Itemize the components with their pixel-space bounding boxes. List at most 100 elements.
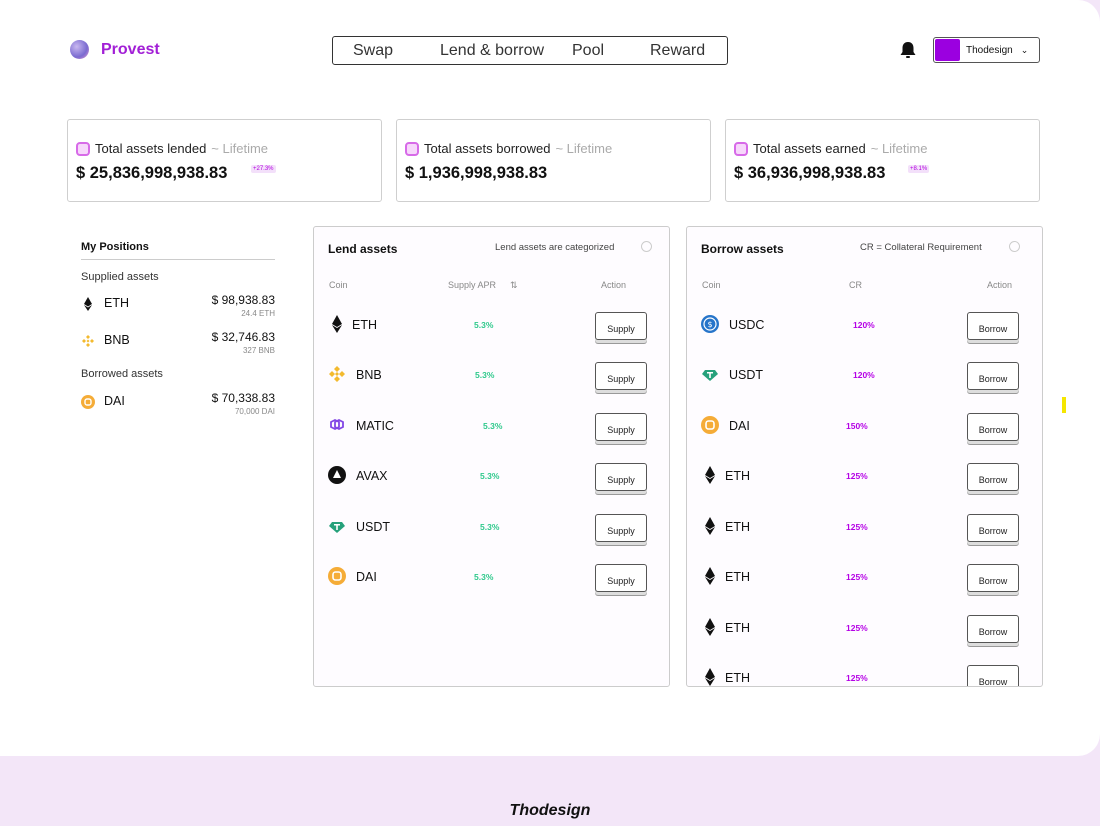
borrow-button[interactable]: Borrow <box>967 362 1019 390</box>
nav-swap[interactable]: Swap <box>353 42 394 59</box>
cr-value: 125% <box>846 572 868 582</box>
col-coin: Coin <box>329 280 348 290</box>
cr-value: 120% <box>853 320 875 330</box>
my-positions: My Positions Supplied assets ETH $ 98,93… <box>81 241 275 416</box>
supply-apr: 5.3% <box>483 421 503 431</box>
eth-icon <box>705 618 715 636</box>
stat-suffix: ~ Lifetime <box>870 141 928 156</box>
borrow-button[interactable]: Borrow <box>967 615 1019 643</box>
stat-suffix: ~ Lifetime <box>211 141 269 156</box>
coin-symbol: ETH <box>725 469 750 483</box>
supply-apr: 5.3% <box>475 370 495 380</box>
position-row[interactable]: DAI $ 70,338.83 70,000 DAI <box>81 391 275 427</box>
table-row: USDT 5.3% Supply <box>314 508 669 548</box>
table-row: ETH 125% Borrow <box>687 659 1042 686</box>
position-row[interactable]: BNB $ 32,746.83 327 BNB <box>81 330 275 366</box>
col-supply-apr[interactable]: Supply APR <box>448 280 497 290</box>
col-cr: CR <box>849 280 862 290</box>
logo-icon <box>70 40 89 59</box>
dai-icon <box>328 567 346 585</box>
coin-symbol: AVAX <box>356 469 388 483</box>
table-row: AVAX 5.3% Supply <box>314 457 669 497</box>
coin-symbol: ETH <box>725 671 750 685</box>
nav-lend-borrow[interactable]: Lend & borrow <box>440 42 545 59</box>
supply-button[interactable]: Supply <box>595 564 647 592</box>
col-action: Action <box>601 280 627 290</box>
stat-icon <box>734 141 748 156</box>
supply-button[interactable]: Supply <box>595 312 647 340</box>
stat-badge: +8.1% <box>908 165 930 173</box>
supply-button[interactable]: Supply <box>595 514 647 542</box>
coin-symbol: MATIC <box>356 419 394 433</box>
borrowed-assets-label: Borrowed assets <box>81 368 163 380</box>
borrow-button[interactable]: Borrow <box>967 463 1019 491</box>
dai-icon <box>701 416 719 434</box>
supply-button[interactable]: Supply <box>595 413 647 441</box>
table-row: DAI 5.3% Supply <box>314 558 669 598</box>
supplied-assets-label: Supplied assets <box>81 271 159 283</box>
table-row: ETH 125% Borrow <box>687 508 1042 548</box>
matic-icon <box>330 418 344 431</box>
usdt-icon <box>702 370 718 381</box>
stat-card-earned: Total assets earned ~ Lifetime $ 36,936,9… <box>725 119 1040 202</box>
cr-value: 125% <box>846 673 868 683</box>
coin-symbol: DAI <box>729 419 750 433</box>
stat-badge: +27.3% <box>251 165 276 173</box>
position-value: $ 98,938.83 <box>211 293 275 307</box>
info-icon[interactable] <box>641 241 652 252</box>
bnb-icon <box>82 335 94 347</box>
account-menu[interactable]: Thodesign ⌄ <box>933 37 1040 63</box>
usdt-icon <box>329 522 345 533</box>
position-row[interactable]: ETH $ 98,938.83 24.4 ETH <box>81 293 275 329</box>
coin-symbol: ETH <box>352 318 377 332</box>
sort-icon[interactable]: ⇅ <box>510 280 518 290</box>
nav-reward[interactable]: Reward <box>650 42 706 59</box>
stat-label: Total assets lended <box>95 141 207 156</box>
cr-value: 150% <box>846 421 868 431</box>
brand-name: Provest <box>101 40 160 58</box>
nav-pool[interactable]: Pool <box>572 42 605 59</box>
supply-apr: 5.3% <box>474 572 494 582</box>
coin-symbol: DAI <box>356 570 377 584</box>
brand-logo[interactable]: Provest <box>70 40 160 59</box>
stat-card-lended: Total assets lended ~ Lifetime $ 25,836,9… <box>67 119 382 202</box>
borrow-title: Borrow assets <box>701 242 784 256</box>
cr-value: 125% <box>846 471 868 481</box>
table-row: ETH 125% Borrow <box>687 457 1042 497</box>
supply-apr: 5.3% <box>480 471 500 481</box>
footer-brand: Thodesign <box>509 802 591 819</box>
usdc-icon: $ <box>701 315 719 333</box>
supply-button[interactable]: Supply <box>595 362 647 390</box>
table-row: USDT 120% Borrow <box>687 356 1042 396</box>
borrow-button[interactable]: Borrow <box>967 312 1019 340</box>
supply-apr: 5.3% <box>480 522 500 532</box>
supply-button[interactable]: Supply <box>595 463 647 491</box>
position-symbol: ETH <box>104 296 129 310</box>
eth-icon <box>705 466 715 484</box>
scroll-marker <box>1062 397 1066 413</box>
coin-symbol: BNB <box>356 368 382 382</box>
coin-symbol: USDT <box>356 520 391 534</box>
coin-symbol: ETH <box>725 621 750 635</box>
position-qty: 24.4 ETH <box>241 309 275 318</box>
table-row: BNB 5.3% Supply <box>314 356 669 396</box>
info-icon[interactable] <box>1009 241 1020 252</box>
coin-symbol: USDC <box>729 318 765 332</box>
dai-icon <box>81 395 95 409</box>
position-symbol: BNB <box>104 333 130 347</box>
borrow-button[interactable]: Borrow <box>967 514 1019 542</box>
svg-text:$: $ <box>707 320 712 329</box>
table-row: ETH 5.3% Supply <box>314 306 669 346</box>
borrow-button[interactable]: Borrow <box>967 665 1019 686</box>
stat-amount: $ 25,836,998,938.83 <box>76 164 228 182</box>
bell-icon[interactable] <box>898 40 918 60</box>
borrow-button[interactable]: Borrow <box>967 564 1019 592</box>
position-value: $ 70,338.83 <box>211 391 275 405</box>
coin-symbol: ETH <box>725 520 750 534</box>
borrow-button[interactable]: Borrow <box>967 413 1019 441</box>
app-window: Provest Swap Lend & borrow Pool Reward T… <box>0 0 1100 756</box>
col-coin: Coin <box>702 280 721 290</box>
eth-icon <box>705 668 715 686</box>
stat-label: Total assets earned <box>753 141 866 156</box>
col-action: Action <box>987 280 1013 290</box>
